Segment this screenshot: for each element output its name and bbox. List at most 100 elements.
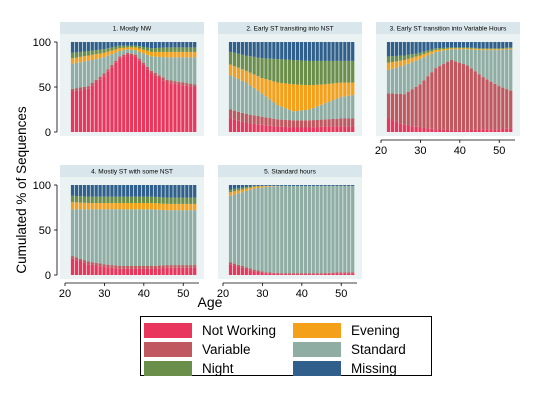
stack-segment	[481, 49, 485, 51]
stack-segment	[133, 185, 138, 197]
stack-segment	[501, 129, 505, 132]
stack-segment	[78, 209, 83, 259]
legend-item: Night	[144, 359, 234, 377]
stack-segment	[414, 60, 418, 87]
stack-segment	[157, 185, 161, 198]
stack-segment	[390, 42, 395, 57]
stack-segment	[149, 51, 153, 57]
stack-segment	[272, 272, 276, 274]
stack-segment	[145, 203, 150, 210]
stack-segment	[169, 267, 173, 275]
stack-segment	[137, 196, 142, 203]
stack-segment	[501, 87, 505, 129]
stack-segment	[406, 42, 410, 55]
stack-segment	[390, 62, 395, 69]
stack-segment	[422, 54, 426, 58]
stack-segment	[485, 42, 489, 49]
stack-segment	[438, 48, 442, 50]
stack-segment	[256, 185, 260, 187]
stack-segment	[284, 83, 288, 109]
stack-segment	[157, 47, 161, 52]
stack-segment	[189, 47, 193, 52]
stack-segment	[299, 273, 304, 275]
stack-segment	[295, 185, 300, 274]
stack-segment	[264, 79, 268, 97]
stack-segment	[133, 196, 138, 203]
stack-segment	[137, 51, 142, 59]
stack-segment	[173, 265, 177, 268]
stack-segment	[181, 185, 185, 198]
stack-segment	[130, 53, 134, 56]
stack-segment	[86, 261, 90, 265]
stack-segment	[70, 88, 75, 92]
stack-segment	[236, 120, 241, 132]
stack-segment	[430, 128, 434, 132]
stack-segment	[82, 61, 86, 87]
legend-swatch	[293, 322, 341, 338]
stack-segment	[299, 185, 304, 274]
stack-segment	[137, 58, 142, 61]
stack-segment	[481, 129, 485, 132]
stack-segment	[126, 185, 130, 197]
stack-segment	[130, 42, 134, 46]
stack-segment	[153, 265, 157, 269]
stack-segment	[280, 274, 284, 275]
stack-segment	[335, 185, 339, 273]
stack-segment	[82, 86, 86, 90]
stack-segment	[228, 264, 233, 275]
stack-segment	[434, 42, 438, 49]
stack-segment	[145, 54, 150, 67]
stack-segment	[260, 78, 264, 94]
stack-segment	[248, 56, 252, 73]
stack-segment	[272, 42, 276, 59]
stack-segment	[351, 60, 355, 83]
stack-segment	[94, 50, 98, 55]
stack-segment	[126, 47, 130, 50]
stack-segment	[505, 128, 509, 132]
stack-segment	[449, 47, 454, 49]
stack-segment	[82, 51, 86, 57]
x-tick-label: 20	[217, 288, 229, 300]
stack-segment	[232, 188, 237, 192]
stack-segment	[94, 185, 98, 197]
stack-segment	[161, 203, 165, 210]
stack-segment	[74, 196, 79, 203]
stack-segment	[90, 185, 94, 197]
stack-segment	[390, 68, 395, 94]
stack-segment	[193, 203, 197, 211]
stack-segment	[276, 42, 280, 60]
stack-segment	[232, 119, 237, 133]
stack-segment	[157, 51, 161, 57]
stack-segment	[248, 186, 252, 188]
stack-segment	[307, 85, 311, 110]
stack-segment	[461, 42, 466, 48]
stack-segment	[189, 210, 193, 266]
stack-segment	[311, 185, 315, 186]
legend-swatch	[293, 360, 341, 376]
stack-segment	[351, 82, 355, 96]
stack-segment	[98, 79, 102, 132]
stack-segment	[323, 119, 327, 127]
stack-segment	[418, 42, 422, 53]
stack-segment	[284, 185, 288, 186]
stack-segment	[406, 54, 410, 59]
stack-segment	[386, 42, 391, 57]
y-tick-label: 0	[45, 270, 51, 282]
stack-segment	[102, 42, 106, 50]
stack-segment	[418, 52, 422, 56]
stack-segment	[185, 57, 189, 84]
stack-segment	[299, 110, 304, 121]
stack-segment	[240, 42, 244, 55]
stack-segment	[78, 42, 83, 52]
stack-segment	[157, 265, 161, 269]
stack-segment	[489, 81, 493, 130]
stack-segment	[137, 203, 142, 210]
stack-segment	[339, 82, 343, 97]
legend-label: Evening	[351, 322, 400, 338]
stack-segment	[453, 130, 458, 132]
stack-segment	[446, 42, 450, 48]
stack-segment	[165, 47, 169, 52]
stack-segment	[473, 71, 477, 130]
stack-segment	[185, 42, 189, 48]
stack-segment	[299, 274, 304, 275]
